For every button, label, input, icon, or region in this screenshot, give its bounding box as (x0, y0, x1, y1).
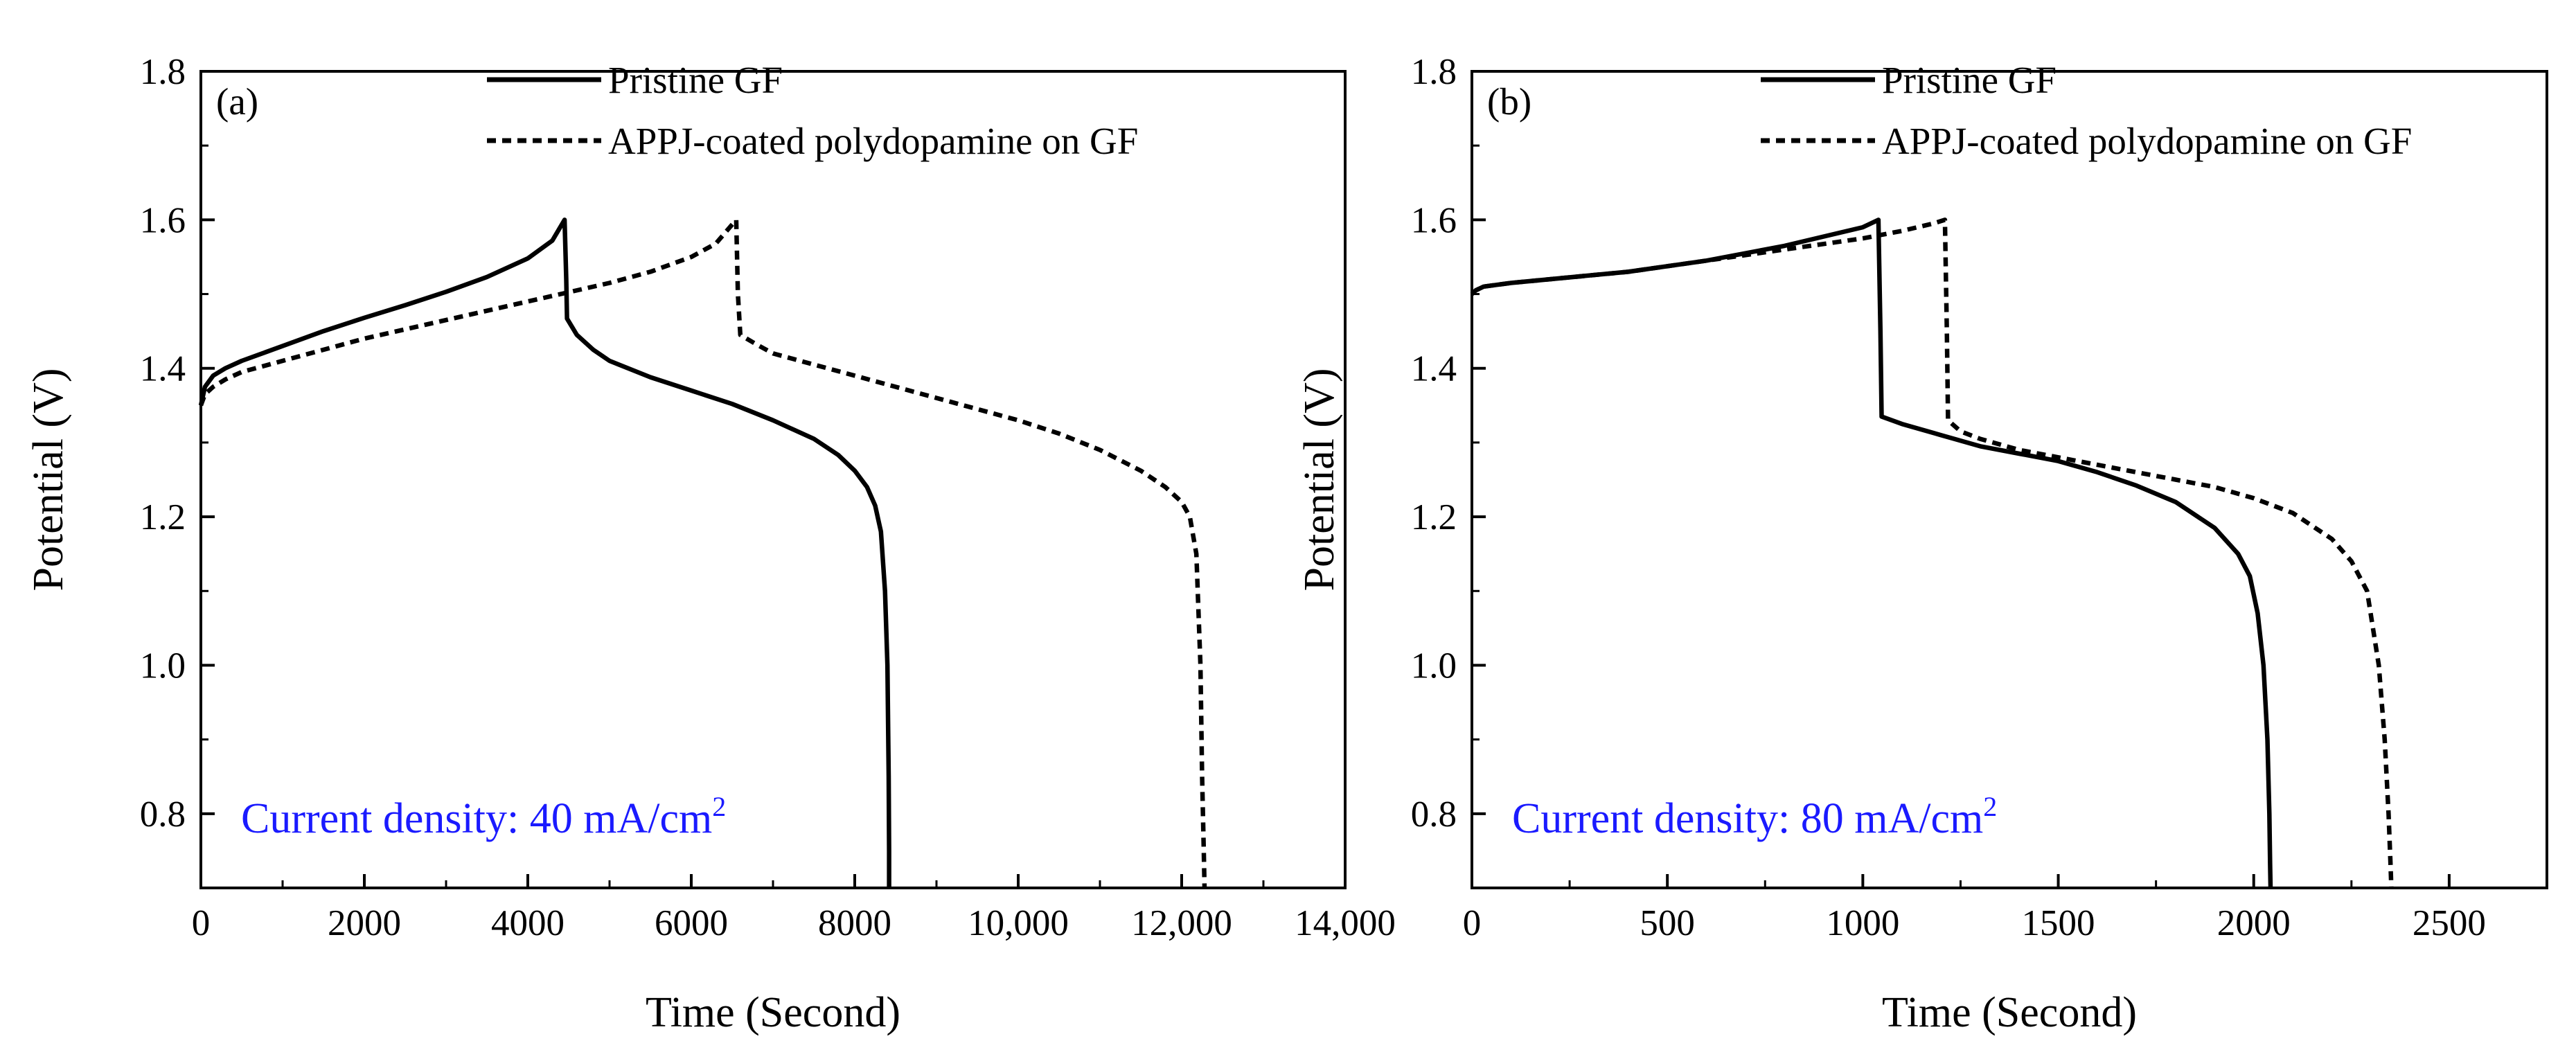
panel-b-y-tick-label: 0.8 (1411, 794, 1457, 835)
panel-a-x-axis-label: Time (Second) (646, 989, 900, 1036)
panel-a-y-tick-label: 1.0 (140, 646, 186, 686)
panel-a-y-tick-label: 1.8 (140, 52, 186, 92)
panel-b: 0 500 1000 1500 2000 2500 0.8 1.0 1.2 1.4 1.6 1.8 (… (1296, 52, 2548, 1036)
panel-a-y-axis-label: Potential (V) (25, 368, 72, 591)
panel-a-legend: Pristine GF APPJ-coated polydopamine on … (487, 59, 1138, 162)
panel-b-y-tick-label: 1.4 (1411, 349, 1457, 389)
panel-b-x-tick-label: 1000 (1826, 903, 1899, 943)
panel-b-x-tick-label: 2500 (2413, 903, 2486, 943)
legend-b-label-appj: APPJ-coated polydopamine on GF (1882, 120, 2412, 162)
panel-b-legend: Pristine GF APPJ-coated polydopamine on … (1761, 59, 2412, 162)
panel-b-y-tick-label: 1.8 (1411, 52, 1457, 92)
panel-a-current-density-sup: 2 (712, 791, 726, 822)
panel-b-y-tick-label: 1.2 (1411, 497, 1457, 537)
legend-a-label-appj: APPJ-coated polydopamine on GF (608, 120, 1138, 162)
panel-a-y-tick-label: 1.4 (140, 349, 186, 389)
panel-b-series (1470, 217, 2394, 889)
panel-b-plot-frame (1471, 70, 2548, 889)
panel-a-plot-frame (199, 70, 1347, 889)
panel-b-ticks: 0 500 1000 1500 2000 2500 0.8 1.0 1.2 1.4 1.6 1.8 (1411, 52, 2486, 943)
panel-b-current-density-sup: 2 (1983, 791, 1997, 822)
panel-b-series-appj-coated (1470, 217, 2394, 889)
panel-b-x-tick-label: 0 (1463, 903, 1482, 943)
panel-b-current-density: Current density: 80 mA/cm2 (1512, 791, 1997, 842)
panel-b-y-axis-label: Potential (V) (1296, 368, 1343, 591)
panel-a-label: (a) (216, 80, 258, 123)
legend-a-label-pristine: Pristine GF (608, 59, 783, 101)
panel-b-y-tick-label: 1.0 (1411, 646, 1457, 686)
panel-a-x-tick-label: 12,000 (1131, 903, 1232, 943)
panel-b-series-pristine-gf (1470, 217, 2273, 889)
panel-a: 0 2000 4000 6000 8000 10,000 12,000 14,000 0.8 1.… (25, 52, 1396, 1036)
panel-a-x-tick-label: 2000 (328, 903, 401, 943)
legend-b-label-pristine: Pristine GF (1882, 59, 2057, 101)
panel-a-series-pristine-gf (198, 217, 891, 888)
panel-a-series (198, 217, 1207, 889)
panel-b-x-axis-label: Time (Second) (1882, 989, 2137, 1036)
panel-a-x-tick-label: 14,000 (1295, 903, 1396, 943)
panel-a-x-tick-label: 4000 (491, 903, 565, 943)
panel-b-x-tick-label: 2000 (2217, 903, 2291, 943)
panel-a-y-tick-label: 0.8 (140, 794, 186, 835)
panel-a-x-tick-label: 0 (192, 903, 211, 943)
panel-b-y-tick-label: 1.6 (1411, 200, 1457, 240)
panel-b-x-tick-label: 1500 (2022, 903, 2095, 943)
panel-b-current-density-text: Current density: 80 mA/cm (1512, 795, 1983, 842)
panel-a-ticks: 0 2000 4000 6000 8000 10,000 12,000 14,000 0.8 1.… (140, 52, 1396, 943)
panel-a-x-tick-label: 10,000 (968, 903, 1069, 943)
panel-a-series-appj-coated (198, 217, 1207, 889)
panel-b-label: (b) (1487, 80, 1531, 123)
panel-a-y-tick-label: 1.6 (140, 200, 186, 240)
panel-a-y-tick-label: 1.2 (140, 497, 186, 537)
panel-a-x-tick-label: 6000 (655, 903, 728, 943)
panel-a-current-density: Current density: 40 mA/cm2 (241, 791, 726, 842)
panel-a-x-tick-label: 8000 (818, 903, 891, 943)
panel-a-current-density-text: Current density: 40 mA/cm (241, 795, 712, 842)
panel-b-x-tick-label: 500 (1640, 903, 1695, 943)
